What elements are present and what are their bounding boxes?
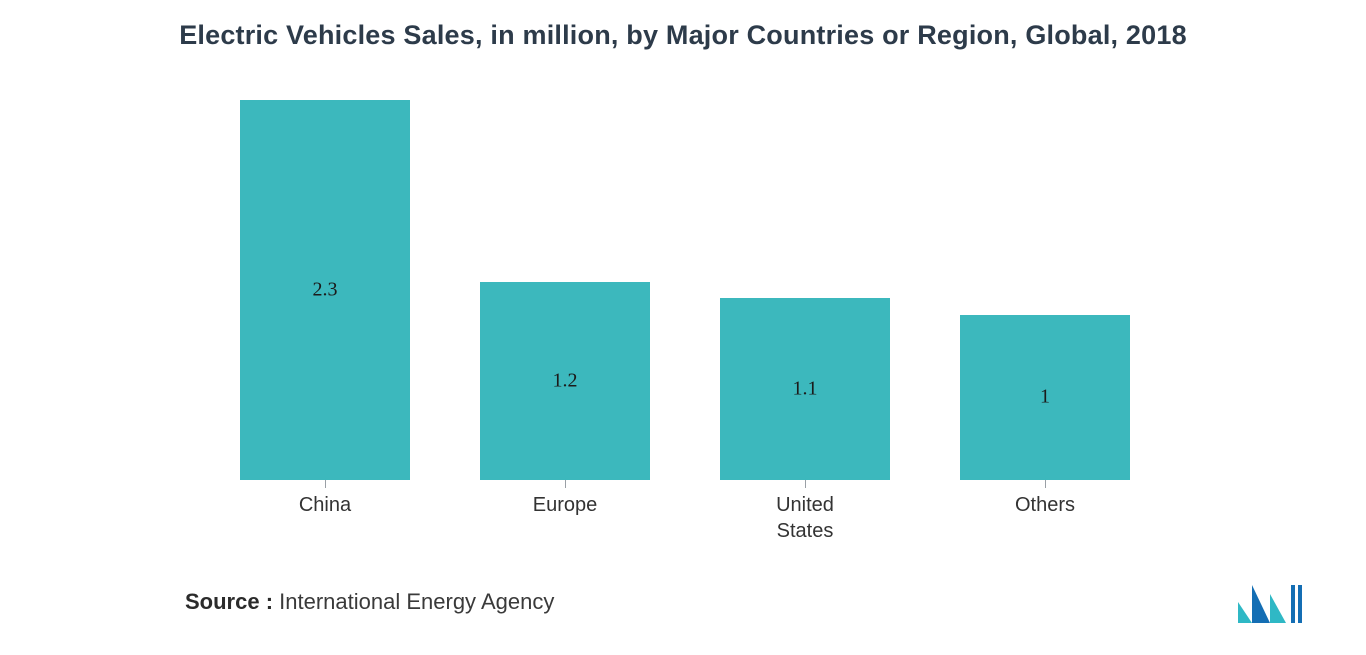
source-label: Source : xyxy=(185,589,273,614)
chart-title: Electric Vehicles Sales, in million, by … xyxy=(0,20,1366,51)
bar: 1.1 xyxy=(720,298,890,480)
category-label: Others xyxy=(955,492,1135,518)
brand-logo xyxy=(1236,580,1306,625)
mordor-logo-icon xyxy=(1236,580,1306,625)
axis-tick xyxy=(325,480,326,488)
category-label: UnitedStates xyxy=(715,492,895,544)
bar-group: 1.1UnitedStates xyxy=(720,100,890,480)
source-line: Source : International Energy Agency xyxy=(185,589,554,615)
chart-container: Electric Vehicles Sales, in million, by … xyxy=(0,0,1366,655)
source-text: International Energy Agency xyxy=(273,589,554,614)
bar: 1.2 xyxy=(480,282,650,480)
bar-group: 2.3China xyxy=(240,100,410,480)
axis-tick xyxy=(565,480,566,488)
bar-value-label: 1.1 xyxy=(720,378,890,401)
plot-area: 2.3China 1.2Europe 1.1UnitedStates 1Others xyxy=(240,100,1140,480)
bar-value-label: 1.2 xyxy=(480,369,650,392)
category-label: China xyxy=(235,492,415,518)
bar-group: 1.2Europe xyxy=(480,100,650,480)
axis-tick xyxy=(1045,480,1046,488)
axis-tick xyxy=(805,480,806,488)
bar: 2.3 xyxy=(240,100,410,480)
bar-value-label: 2.3 xyxy=(240,279,410,302)
bar: 1 xyxy=(960,315,1130,480)
bar-group: 1Others xyxy=(960,100,1130,480)
bar-value-label: 1 xyxy=(960,386,1130,409)
category-label: Europe xyxy=(475,492,655,518)
